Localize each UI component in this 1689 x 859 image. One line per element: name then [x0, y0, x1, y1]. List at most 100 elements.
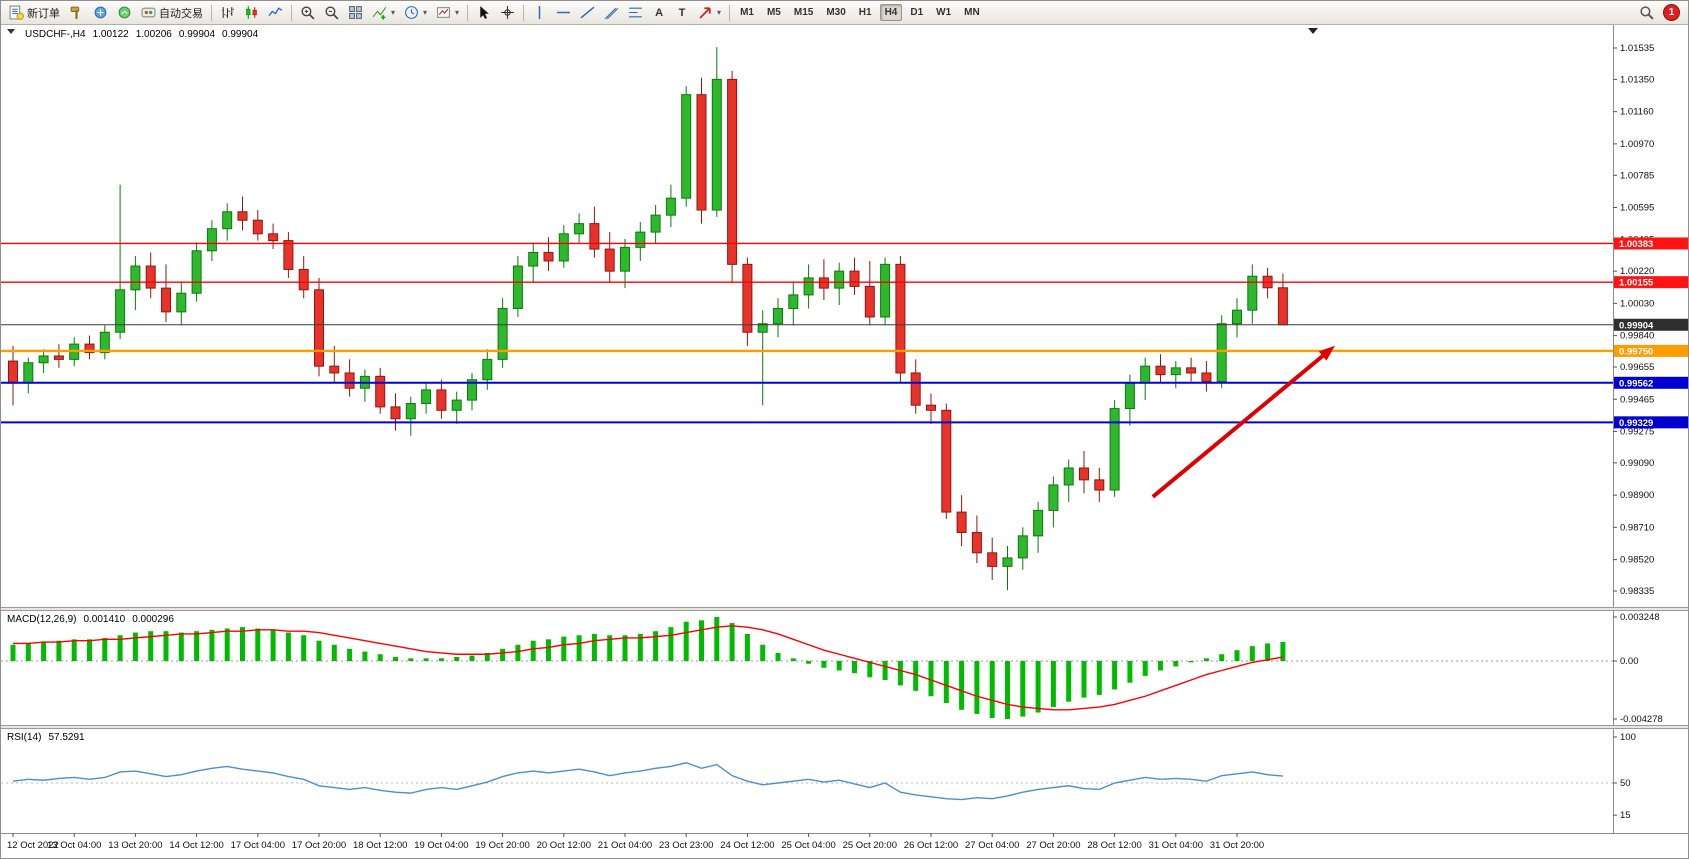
candle-bullish	[467, 379, 477, 401]
trend-arrow[interactable]	[1151, 354, 1324, 499]
chart-menu-icon[interactable]	[7, 29, 15, 34]
svg-text:17 Oct 04:00: 17 Oct 04:00	[231, 840, 285, 851]
timeframe-m1-button[interactable]: M1	[740, 7, 754, 18]
candle-bullish	[191, 250, 202, 294]
chart-tools-button[interactable]	[65, 4, 88, 22]
search-button[interactable]	[1635, 4, 1658, 22]
crosshair-button[interactable]	[496, 4, 519, 22]
toolbar-separator	[211, 4, 212, 21]
timeframe-d1-button[interactable]: D1	[910, 7, 924, 18]
timeframe-w1-button[interactable]: W1	[936, 7, 952, 18]
price-label-box: 1.00155	[1614, 276, 1688, 289]
new-order-button[interactable]: 新订单	[5, 4, 64, 22]
candle-bearish	[436, 389, 447, 411]
candle-bullish	[558, 233, 569, 262]
candle-bullish	[757, 323, 768, 333]
candle-bullish	[528, 251, 539, 267]
candle-bullish	[206, 228, 217, 252]
chart-shift-marker[interactable]	[1308, 28, 1318, 34]
market-watch-button[interactable]	[89, 4, 112, 22]
svg-text:0.98900: 0.98900	[1620, 490, 1654, 501]
bars-icon	[222, 7, 234, 18]
indicators-button[interactable]: ▾	[368, 4, 399, 22]
chart-canvas[interactable]: 1.01535 1.01350 1.01160 1.00970 1.00785 1.005…	[1, 25, 1689, 859]
equidistant-channel-button[interactable]	[600, 4, 623, 22]
svg-text:1.00785: 1.00785	[1620, 170, 1654, 181]
line-chart-button[interactable]	[264, 4, 287, 22]
svg-text:1.00030: 1.00030	[1620, 298, 1654, 309]
candle-bearish	[696, 94, 707, 211]
svg-text:12 Oct 2022: 12 Oct 2022	[7, 840, 59, 851]
auto-trading-button[interactable]: 自动交易	[137, 4, 207, 22]
cursor-button[interactable]	[472, 4, 495, 22]
candle-bullish	[803, 277, 814, 296]
trendline-button[interactable]	[576, 4, 599, 22]
text-button[interactable]: A	[648, 4, 670, 22]
svg-text:0.99090: 0.99090	[1620, 458, 1654, 469]
svg-text:1.00970: 1.00970	[1620, 139, 1654, 150]
text-label-button[interactable]: T	[671, 4, 693, 22]
candle-bullish	[788, 294, 799, 309]
dropdown-caret-icon: ▾	[455, 8, 460, 17]
candle-bearish	[864, 285, 875, 318]
candle-bullish	[512, 265, 523, 309]
candle-bullish	[635, 231, 646, 248]
panel-separator[interactable]	[1, 607, 1689, 611]
svg-text:31 Oct 20:00: 31 Oct 20:00	[1210, 840, 1264, 851]
svg-text:13 Oct 04:00: 13 Oct 04:00	[47, 840, 101, 851]
horizontal-line-button[interactable]	[552, 4, 575, 22]
candle-bearish	[987, 552, 998, 567]
hline-icon	[557, 11, 570, 14]
candle-bullish	[451, 399, 462, 411]
candle-bearish	[314, 289, 324, 367]
timeframe-m30-button[interactable]: M30	[826, 7, 846, 18]
candle-bullish	[1063, 467, 1074, 486]
panel-separator[interactable]	[1, 725, 1689, 729]
candle-bullish	[1002, 557, 1013, 567]
toolbar-right: 1	[1635, 4, 1684, 22]
arrows-button[interactable]: ▾	[694, 4, 725, 22]
candle-bearish	[956, 511, 967, 533]
svg-text:27 Oct 04:00: 27 Oct 04:00	[965, 840, 1019, 851]
svg-text:0.99840: 0.99840	[1620, 331, 1654, 342]
timeframe-mn-button[interactable]: MN	[964, 7, 980, 18]
zoom-out-button[interactable]	[320, 4, 343, 22]
vertical-line-button[interactable]	[528, 4, 551, 22]
timeframe-m15-button[interactable]: M15	[793, 7, 814, 18]
candle-bearish	[375, 375, 386, 408]
candle-bullish	[23, 362, 34, 384]
candle-bearish	[344, 372, 355, 389]
candle-bullish	[38, 355, 49, 364]
svg-text:0.99750: 0.99750	[1619, 346, 1653, 357]
svg-text:1.01160: 1.01160	[1620, 107, 1654, 118]
fibonacci-button[interactable]	[624, 4, 647, 22]
templates-button[interactable]: ▾	[432, 4, 463, 22]
svg-text:0.99655: 0.99655	[1620, 362, 1654, 373]
periods-button[interactable]: ▾	[400, 4, 431, 22]
zoom-in-button[interactable]	[296, 4, 319, 22]
market-icon	[94, 6, 107, 19]
dropdown-caret-icon: ▾	[717, 8, 722, 17]
candle-bearish	[268, 233, 279, 242]
timeframe-h1-button[interactable]: H1	[858, 7, 872, 18]
signals-button[interactable]	[113, 4, 136, 22]
candle-bearish	[926, 404, 936, 411]
svg-text:25 Oct 20:00: 25 Oct 20:00	[843, 840, 897, 851]
fibo-icon	[629, 7, 642, 18]
bar-chart-button[interactable]	[216, 4, 239, 22]
timeframe-h4-button[interactable]: H4	[879, 4, 903, 21]
notification-badge[interactable]: 1	[1663, 4, 1680, 21]
timeframe-m5-button[interactable]: M5	[766, 7, 781, 18]
tile-windows-button[interactable]	[344, 4, 367, 22]
candle-bullish	[1033, 509, 1044, 537]
svg-text:21 Oct 04:00: 21 Oct 04:00	[598, 840, 652, 851]
candle-bearish	[849, 270, 860, 287]
linechart-icon	[268, 7, 283, 17]
macd-signal-line	[13, 625, 1284, 711]
price-label-box: 0.99329	[1614, 416, 1688, 429]
cursor-icon	[480, 6, 489, 19]
svg-text:1.00595: 1.00595	[1620, 203, 1654, 214]
candle-chart-button[interactable]	[240, 4, 263, 22]
